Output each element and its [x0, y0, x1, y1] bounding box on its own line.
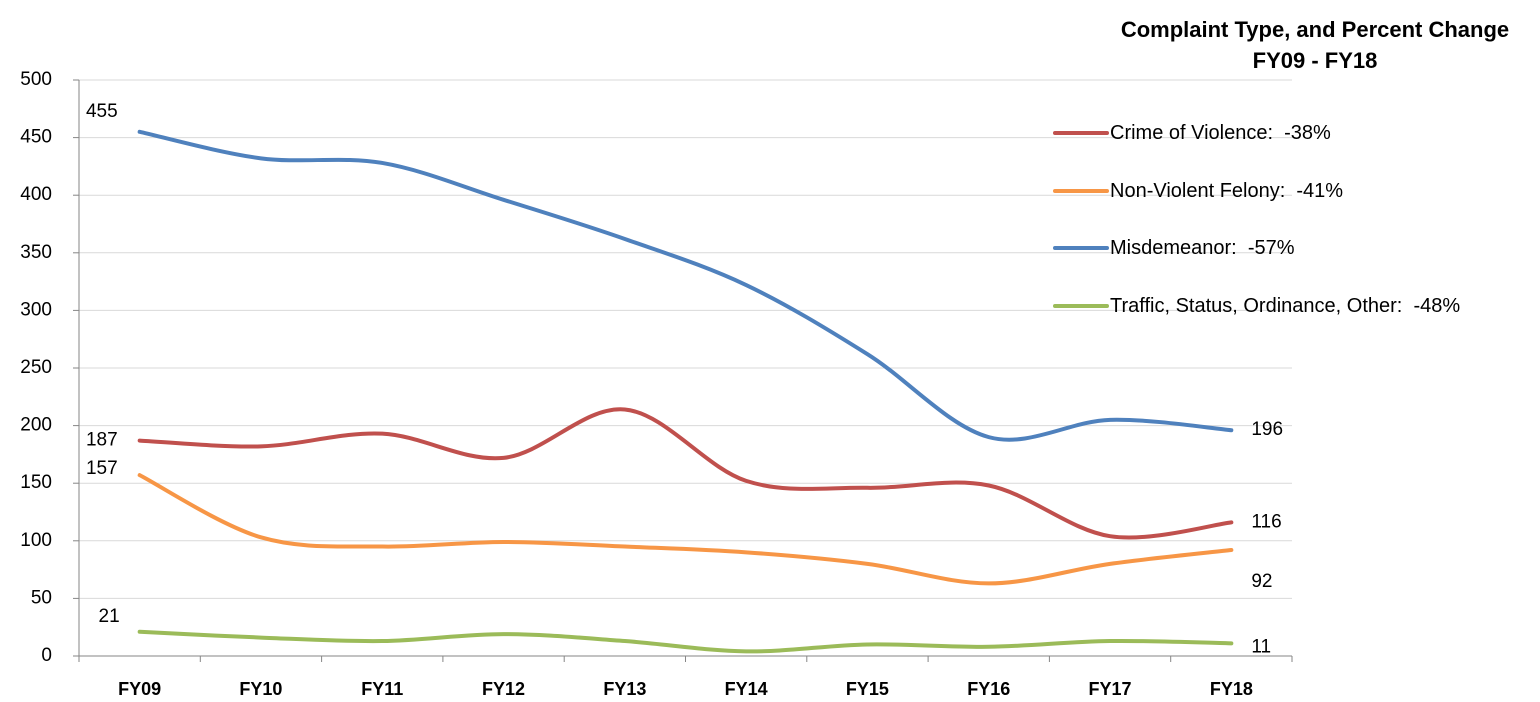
data-label: 11: [1251, 636, 1271, 657]
y-tick-label: 300: [20, 299, 52, 320]
x-tick-label: FY11: [361, 679, 403, 699]
x-tick-label: FY18: [1210, 679, 1253, 699]
x-tick-label: FY12: [482, 679, 525, 699]
line: [137, 473, 1234, 586]
data-label: 157: [86, 458, 118, 479]
x-tick-label: FY16: [967, 679, 1010, 699]
x-tick-label: FY17: [1089, 679, 1132, 699]
y-tick-label: 50: [31, 587, 52, 608]
y-tick-label: 350: [20, 242, 52, 263]
x-tick-label: FY13: [603, 679, 646, 699]
legend-entry: Non-Violent Felony: -41%: [1110, 180, 1344, 202]
data-label: 116: [1251, 511, 1281, 532]
data-label: 455: [86, 101, 118, 122]
legend-entry: Misdemeanor: -57%: [1110, 237, 1295, 259]
y-tick-label: 100: [20, 530, 52, 551]
y-tick-label: 450: [20, 127, 52, 148]
line: [137, 629, 1234, 654]
legend-title: Complaint Type, and Percent Change FY09 …: [1120, 17, 1510, 73]
legend-swatch: [1053, 246, 1109, 250]
legend-entry: Traffic, Status, Ordinance, Other: -48%: [1110, 295, 1461, 317]
x-tick-label: FY09: [118, 679, 161, 699]
line: [137, 129, 1234, 442]
y-tick-label: 250: [20, 357, 52, 378]
x-tick-label: FY10: [239, 679, 282, 699]
x-tick-label: FY15: [846, 679, 889, 699]
line: [137, 407, 1234, 540]
data-label: 21: [99, 606, 120, 627]
legend-swatch: [1053, 304, 1109, 308]
x-tick-label: FY14: [725, 679, 768, 699]
legend-entry: Crime of Violence: -38%: [1110, 122, 1331, 144]
y-tick-label: 0: [41, 645, 52, 666]
y-tick-label: 150: [20, 472, 52, 493]
data-label: 187: [86, 430, 118, 451]
data-label: 196: [1251, 419, 1283, 440]
y-tick-label: 200: [20, 415, 52, 436]
data-label: 92: [1251, 571, 1272, 592]
legend-swatch: [1053, 189, 1109, 193]
y-tick-label: 500: [20, 69, 52, 90]
legend-swatch: [1053, 131, 1109, 135]
y-tick-label: 400: [20, 184, 52, 205]
